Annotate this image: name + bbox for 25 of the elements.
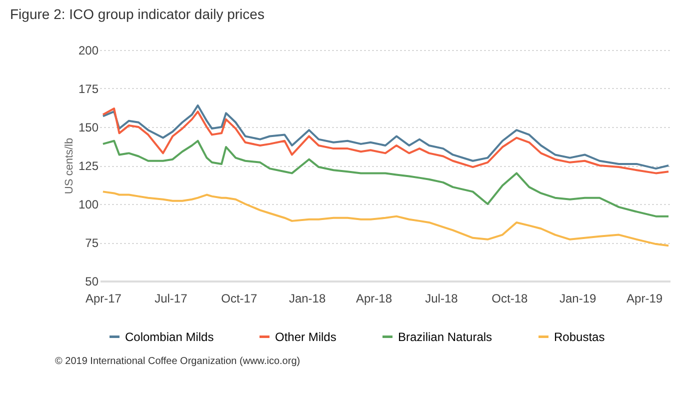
chart-title: Figure 2: ICO group indicator daily prices bbox=[10, 6, 264, 22]
y-tick-label: 200 bbox=[78, 44, 99, 58]
y-tick-label: 150 bbox=[78, 120, 99, 134]
text: © 2019 International Coffee Organization (www.ico.org) bbox=[55, 356, 300, 367]
line-series bbox=[102, 190, 670, 247]
y-axis-title: US cents/lb bbox=[63, 138, 76, 194]
legend-label: Colombian Milds bbox=[125, 330, 214, 344]
x-tick-label: Jan-19 bbox=[559, 292, 597, 306]
x-tick-label: Jul-17 bbox=[154, 292, 188, 306]
y-tick-label: 50 bbox=[85, 274, 99, 288]
x-tick-label: Jan-18 bbox=[288, 292, 326, 306]
y-tick-label: 100 bbox=[78, 198, 99, 212]
x-tick-label: Apr-18 bbox=[356, 292, 392, 306]
x-tick-label: Jul-18 bbox=[425, 292, 458, 306]
x-tick-label: Oct-17 bbox=[221, 292, 258, 306]
x-tick-label: Apr-19 bbox=[626, 292, 663, 306]
y-tick-label: 75 bbox=[85, 236, 99, 250]
x-tick-label: Oct-18 bbox=[492, 292, 528, 306]
line-series bbox=[102, 140, 670, 218]
y-tick-label: 125 bbox=[78, 159, 99, 173]
legend-label: Robustas bbox=[554, 330, 605, 344]
legend-label: Other Milds bbox=[275, 330, 336, 344]
legend-label: Brazilian Naturals bbox=[398, 330, 492, 344]
x-tick-label: Apr-17 bbox=[85, 292, 122, 306]
y-tick-label: 175 bbox=[78, 82, 99, 96]
